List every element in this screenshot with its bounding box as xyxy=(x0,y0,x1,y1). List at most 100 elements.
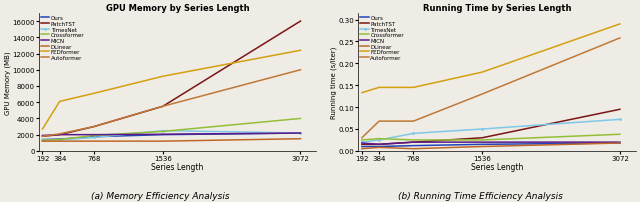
Autoformer xyxy=(297,69,305,72)
Line: FEDformer: FEDformer xyxy=(362,25,620,93)
Crossformer xyxy=(297,118,305,120)
TimesNet xyxy=(358,141,365,144)
FEDformer xyxy=(410,87,417,89)
PatchTST xyxy=(616,108,624,111)
Crossformer xyxy=(358,139,365,141)
MICN xyxy=(297,132,305,135)
TimesNet xyxy=(56,139,63,141)
PatchTST xyxy=(297,21,305,23)
TimesNet xyxy=(38,139,46,141)
Crossformer xyxy=(90,135,98,137)
DLinear xyxy=(159,140,167,143)
Title: GPU Memory by Series Length: GPU Memory by Series Length xyxy=(106,4,250,13)
TimesNet xyxy=(375,139,383,141)
Autoformer xyxy=(358,137,365,139)
DLinear xyxy=(297,138,305,140)
PatchTST xyxy=(38,135,46,138)
Crossformer xyxy=(375,138,383,140)
FEDformer xyxy=(56,101,63,103)
MICN xyxy=(159,133,167,136)
DLinear xyxy=(56,140,63,143)
Line: TimesNet: TimesNet xyxy=(360,118,621,144)
MICN xyxy=(616,141,624,144)
Autoformer xyxy=(159,105,167,108)
DLinear xyxy=(616,142,624,144)
Line: Autoformer: Autoformer xyxy=(362,39,620,138)
Line: Crossformer: Crossformer xyxy=(42,119,301,141)
DLinear xyxy=(375,146,383,149)
FEDformer xyxy=(479,72,486,74)
MICN xyxy=(410,141,417,144)
Y-axis label: GPU Memory (MB): GPU Memory (MB) xyxy=(4,51,11,114)
PatchTST xyxy=(479,137,486,139)
TimesNet xyxy=(410,133,417,135)
Crossformer xyxy=(159,130,167,133)
FEDformer xyxy=(297,50,305,52)
TimesNet xyxy=(90,137,98,139)
PatchTST xyxy=(56,134,63,136)
Line: DLinear: DLinear xyxy=(362,143,620,149)
FEDformer xyxy=(616,24,624,26)
Line: PatchTST: PatchTST xyxy=(362,110,620,145)
Ours xyxy=(56,138,63,141)
FEDformer xyxy=(90,93,98,95)
Line: Ours: Ours xyxy=(42,133,301,140)
Line: PatchTST: PatchTST xyxy=(42,22,301,137)
Line: Ours: Ours xyxy=(362,143,620,147)
PatchTST xyxy=(90,126,98,128)
Line: MICN: MICN xyxy=(362,142,620,145)
Line: FEDformer: FEDformer xyxy=(42,51,301,129)
MICN xyxy=(358,142,365,144)
Ours xyxy=(297,132,305,135)
Line: MICN: MICN xyxy=(42,133,301,136)
FEDformer xyxy=(38,128,46,130)
Line: TimesNet: TimesNet xyxy=(41,129,302,142)
Crossformer xyxy=(56,139,63,141)
Crossformer xyxy=(616,133,624,136)
Autoformer xyxy=(38,135,46,138)
DLinear xyxy=(38,140,46,143)
Legend: Ours, PatchTST, TimesNet, Crossformer, MICN, DLinear, FEDformer, Autoformer: Ours, PatchTST, TimesNet, Crossformer, M… xyxy=(40,16,85,61)
Line: Crossformer: Crossformer xyxy=(362,135,620,140)
Line: DLinear: DLinear xyxy=(42,139,301,141)
PatchTST xyxy=(410,141,417,144)
Y-axis label: Running time (s/iter): Running time (s/iter) xyxy=(330,46,337,119)
X-axis label: Series Length: Series Length xyxy=(471,163,523,171)
TimesNet xyxy=(479,128,486,130)
TimesNet xyxy=(297,132,305,135)
TimesNet xyxy=(159,130,167,132)
TimesNet xyxy=(616,119,624,121)
Line: Autoformer: Autoformer xyxy=(42,70,301,137)
PatchTST xyxy=(358,143,365,146)
MICN xyxy=(56,134,63,136)
FEDformer xyxy=(375,87,383,89)
Ours xyxy=(616,142,624,144)
Autoformer xyxy=(56,133,63,135)
X-axis label: Series Length: Series Length xyxy=(152,163,204,171)
PatchTST xyxy=(375,143,383,146)
Autoformer xyxy=(375,120,383,123)
MICN xyxy=(375,143,383,146)
FEDformer xyxy=(358,92,365,94)
Ours xyxy=(159,134,167,136)
PatchTST xyxy=(159,105,167,108)
Title: Running Time by Series Length: Running Time by Series Length xyxy=(423,4,572,13)
Legend: Ours, PatchTST, TimesNet, Crossformer, MICN, DLinear, FEDformer, Autoformer: Ours, PatchTST, TimesNet, Crossformer, M… xyxy=(360,16,404,61)
Autoformer xyxy=(616,38,624,40)
Ours xyxy=(410,145,417,147)
Ours xyxy=(90,136,98,138)
Ours xyxy=(38,139,46,141)
Crossformer xyxy=(38,139,46,142)
DLinear xyxy=(479,146,486,148)
Ours xyxy=(375,146,383,148)
Crossformer xyxy=(479,139,486,141)
Ours xyxy=(479,143,486,146)
DLinear xyxy=(410,148,417,150)
Autoformer xyxy=(410,120,417,123)
Autoformer xyxy=(90,126,98,128)
Text: (a) Memory Efficiency Analysis: (a) Memory Efficiency Analysis xyxy=(91,191,229,200)
MICN xyxy=(479,141,486,144)
MICN xyxy=(38,135,46,137)
DLinear xyxy=(90,140,98,143)
DLinear xyxy=(358,148,365,150)
